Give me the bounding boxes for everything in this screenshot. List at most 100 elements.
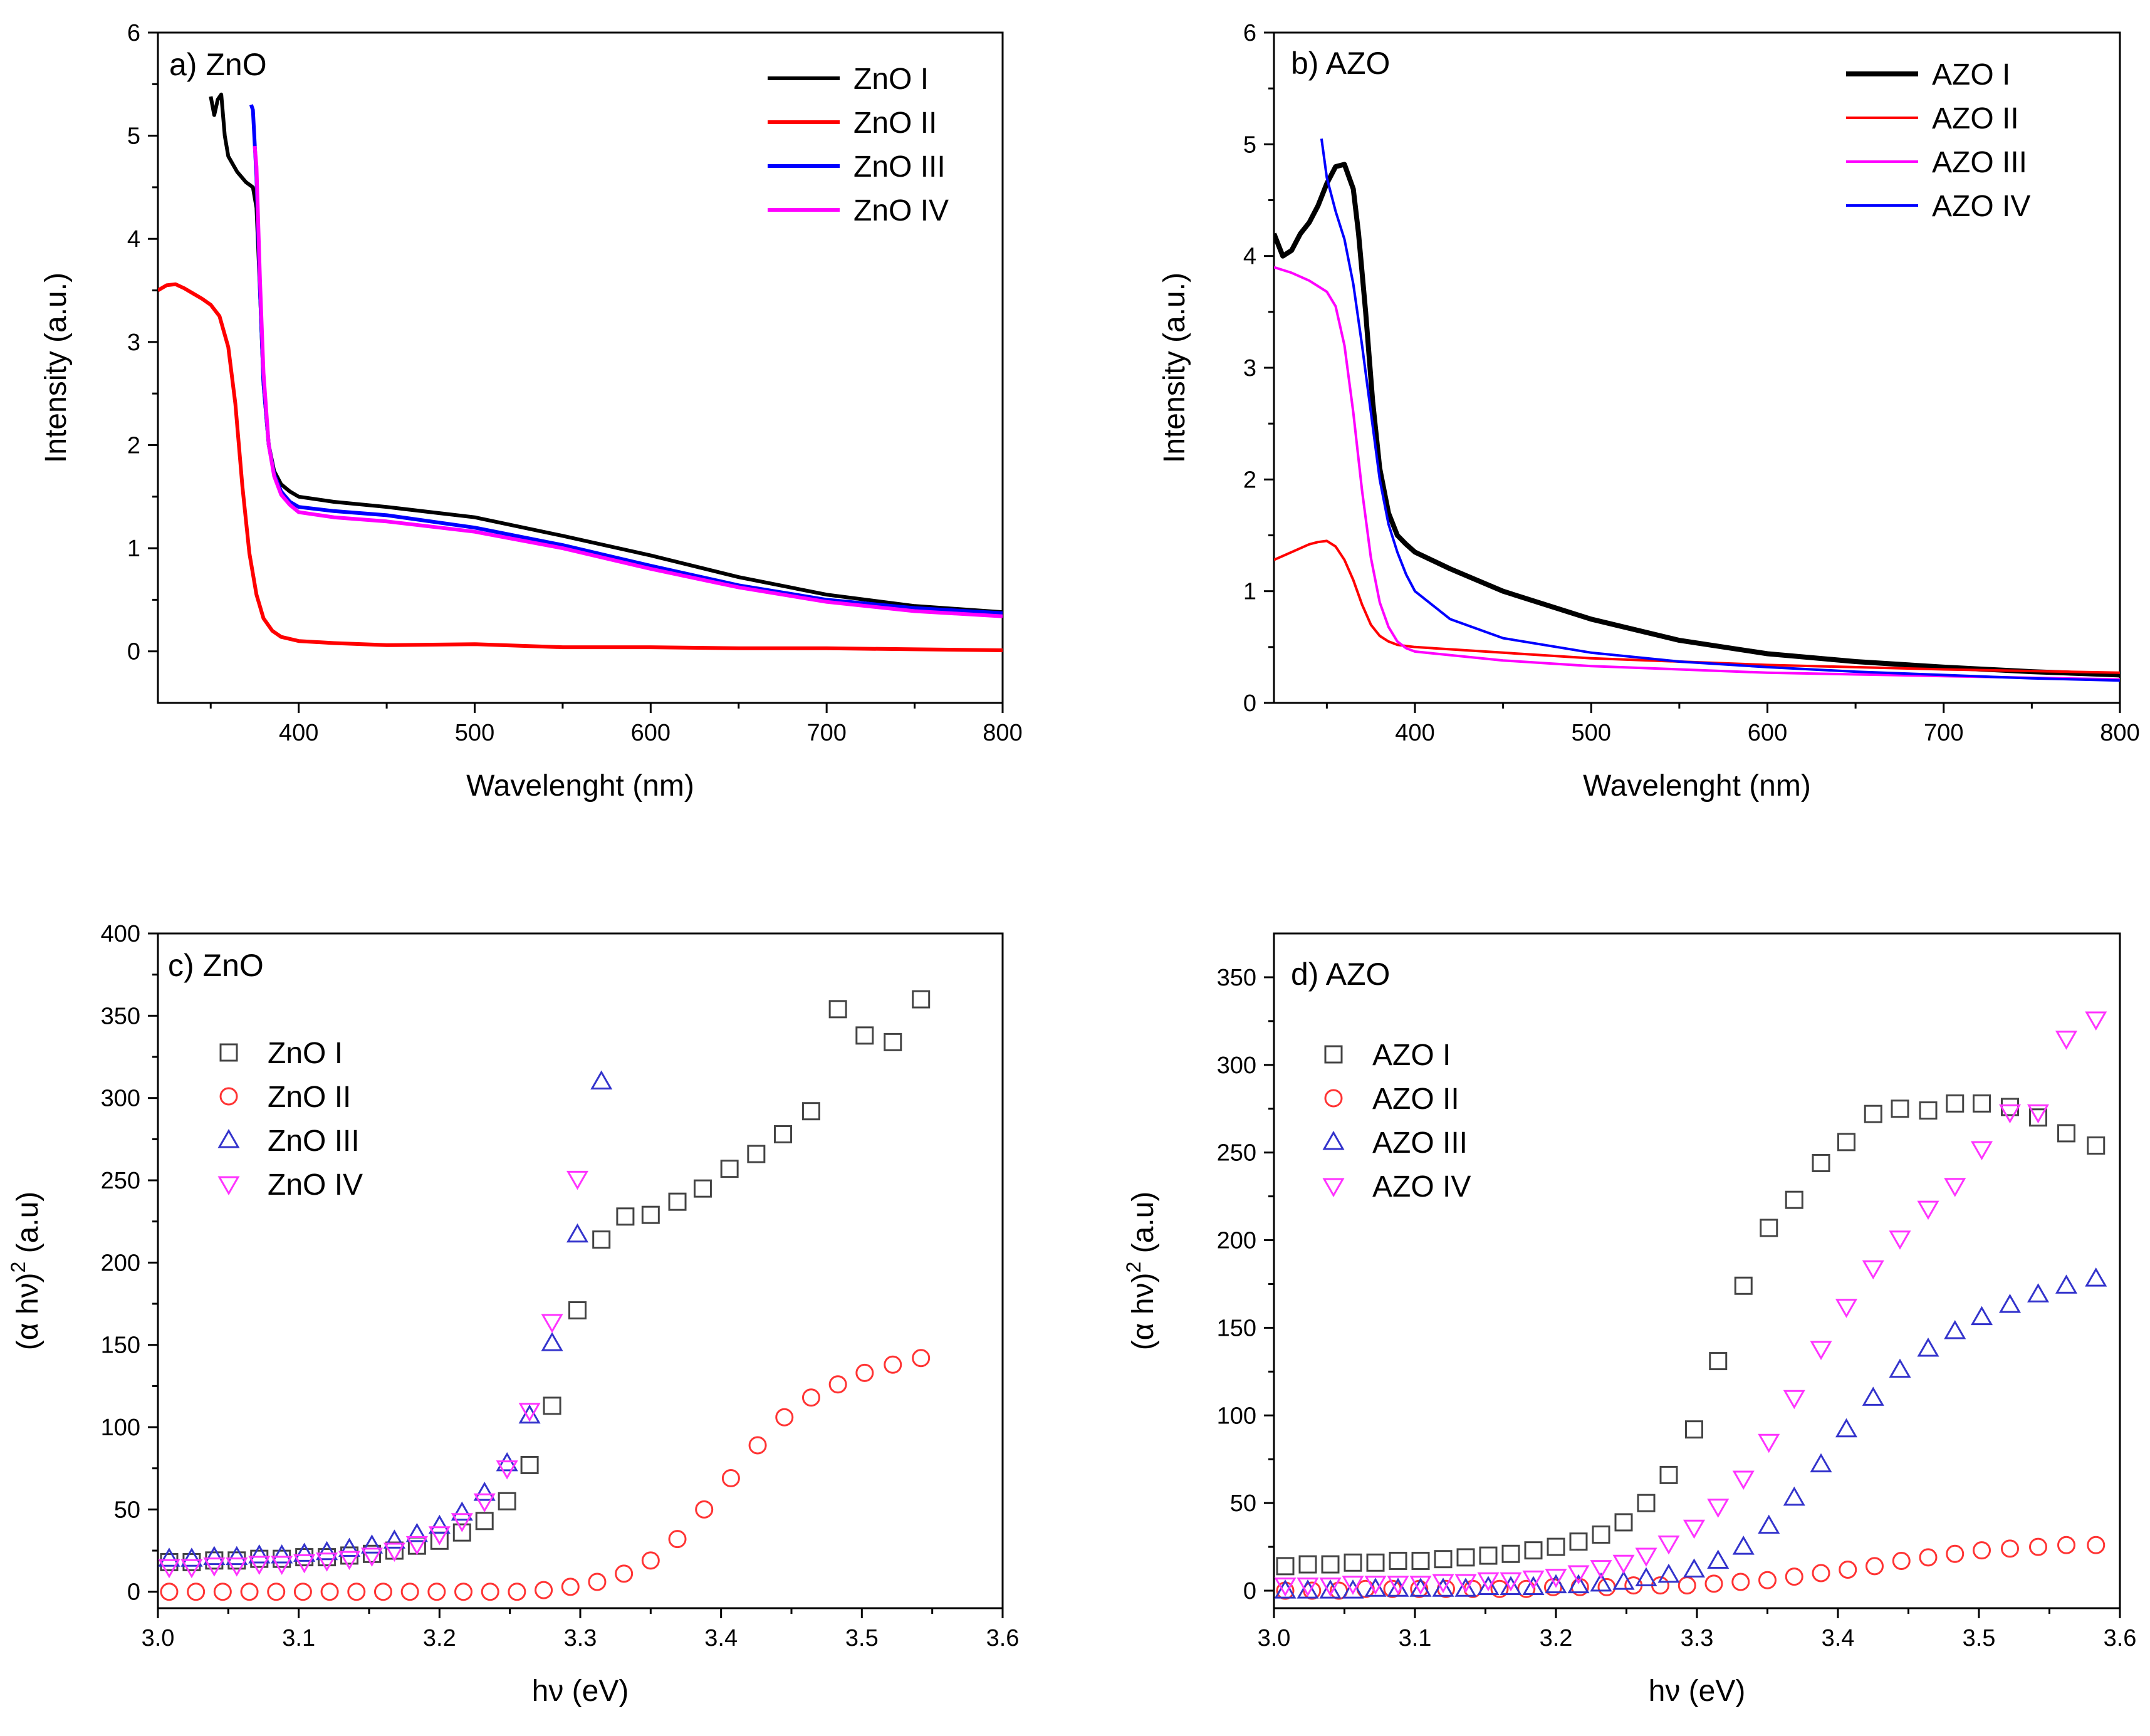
data-point	[427, 1583, 446, 1601]
data-point	[1364, 1577, 1387, 1597]
data-point	[1411, 1551, 1430, 1570]
data-point	[1732, 1470, 1755, 1490]
data-point	[1612, 1571, 1635, 1590]
data-point	[405, 1522, 428, 1542]
data-point	[1524, 1541, 1543, 1560]
data-point	[1835, 1299, 1858, 1318]
y-tick-label: 5	[1243, 132, 1256, 158]
y-tick-label: 100	[1217, 1403, 1256, 1429]
data-point	[1319, 1577, 1342, 1597]
data-point	[1590, 1560, 1612, 1579]
data-point	[187, 1583, 206, 1601]
data-point	[592, 1230, 611, 1249]
data-point	[226, 1546, 248, 1566]
data-point	[518, 1403, 541, 1422]
data-point	[1944, 1320, 1966, 1339]
data-point	[541, 1332, 563, 1351]
data-point	[1298, 1555, 1317, 1574]
data-point	[535, 1581, 553, 1599]
data-point	[2087, 1536, 2106, 1554]
y-tick-label: 6	[127, 20, 140, 46]
data-point	[748, 1436, 767, 1455]
data-point	[1479, 1546, 1498, 1565]
y-axis-title: Intensity (a.u.)	[1158, 273, 1191, 463]
x-tick-label: 3.2	[423, 1625, 456, 1651]
panel-c: 3.0 3.1 3.2 3.3 3.4 3.5 3.6 0 50 100 150 200 250 300 3…	[7, 921, 1019, 1708]
data-point	[1522, 1576, 1545, 1595]
x-tick-label: 800	[983, 720, 1022, 746]
data-point	[1592, 1525, 1610, 1544]
data-point	[1946, 1544, 1965, 1563]
data-point	[1973, 1094, 1991, 1113]
y-tick-label: 2	[127, 432, 140, 459]
y-axis-title: Intensity (a.u.)	[39, 273, 73, 463]
data-point	[1501, 1544, 1520, 1563]
y-tick-label: 0	[127, 639, 140, 665]
panel-a: 400 500 600 700 800 0 1 2 3 4 5 6 Wavelenght (nm) Int…	[39, 20, 1023, 803]
data-point	[1567, 1574, 1590, 1594]
data-point	[1342, 1579, 1364, 1599]
panel-title: b) AZO	[1291, 46, 1390, 81]
data-point	[1760, 1219, 1778, 1237]
data-point	[1612, 1554, 1635, 1574]
data-point	[1635, 1567, 1657, 1586]
x-tick-label: 3.5	[845, 1625, 879, 1651]
data-point	[1342, 1576, 1364, 1595]
legend-label: ZnO IV	[853, 194, 949, 227]
x-tick-label: 700	[1924, 720, 1963, 746]
y-tick-label: 50	[1230, 1490, 1256, 1517]
data-point	[912, 1349, 931, 1368]
data-point	[1321, 1555, 1340, 1574]
data-point	[473, 1493, 496, 1513]
data-point	[1812, 1153, 1830, 1172]
data-point	[641, 1551, 660, 1570]
data-point	[1998, 1294, 2022, 1313]
data-point	[338, 1551, 361, 1571]
data-point	[1590, 1572, 1612, 1592]
y-tick-label: 300	[1217, 1053, 1256, 1079]
data-point	[293, 1542, 316, 1562]
data-point	[1709, 1352, 1728, 1371]
x-tick-label: 3.3	[1681, 1625, 1714, 1651]
data-point	[1389, 1551, 1407, 1570]
data-point	[1810, 1453, 1832, 1473]
y-tick-label: 5	[127, 123, 140, 150]
data-point	[226, 1557, 248, 1577]
data-point	[316, 1541, 338, 1561]
data-point	[1432, 1577, 1454, 1597]
y-tick-label: 2	[1243, 467, 1256, 493]
legend-label: AZO I	[1372, 1039, 1451, 1072]
legend-marker	[217, 1129, 240, 1148]
data-point	[1919, 1548, 1938, 1567]
data-point	[1303, 1581, 1322, 1600]
data-point	[884, 1032, 902, 1051]
data-point	[1456, 1548, 1475, 1567]
data-point	[1297, 1577, 1319, 1597]
legend-label: ZnO I	[853, 63, 929, 96]
data-point	[1344, 1553, 1362, 1572]
data-point	[267, 1583, 286, 1601]
y-tick-label: 1	[127, 536, 140, 562]
data-point	[240, 1583, 259, 1601]
data-point	[2027, 1104, 2050, 1124]
data-point	[828, 1000, 847, 1019]
data-point	[1657, 1563, 1680, 1583]
legend-label: ZnO III	[268, 1125, 360, 1158]
y-tick-label: 150	[101, 1333, 140, 1359]
data-point	[2085, 1011, 2107, 1031]
data-point	[400, 1583, 419, 1601]
data-point	[373, 1583, 392, 1601]
data-point	[508, 1583, 526, 1601]
plot-area	[158, 92, 1003, 652]
data-point	[518, 1404, 541, 1424]
data-point	[1545, 1569, 1567, 1588]
data-point	[1522, 1570, 1545, 1590]
data-point	[1707, 1549, 1730, 1569]
x-tick-label: 3.0	[142, 1625, 175, 1651]
data-point	[1889, 1230, 1911, 1250]
data-point	[2029, 1537, 2047, 1556]
data-point	[1839, 1560, 1857, 1579]
data-point	[203, 1546, 226, 1566]
y-tick-label: 150	[1217, 1315, 1256, 1341]
data-point	[158, 1559, 180, 1579]
